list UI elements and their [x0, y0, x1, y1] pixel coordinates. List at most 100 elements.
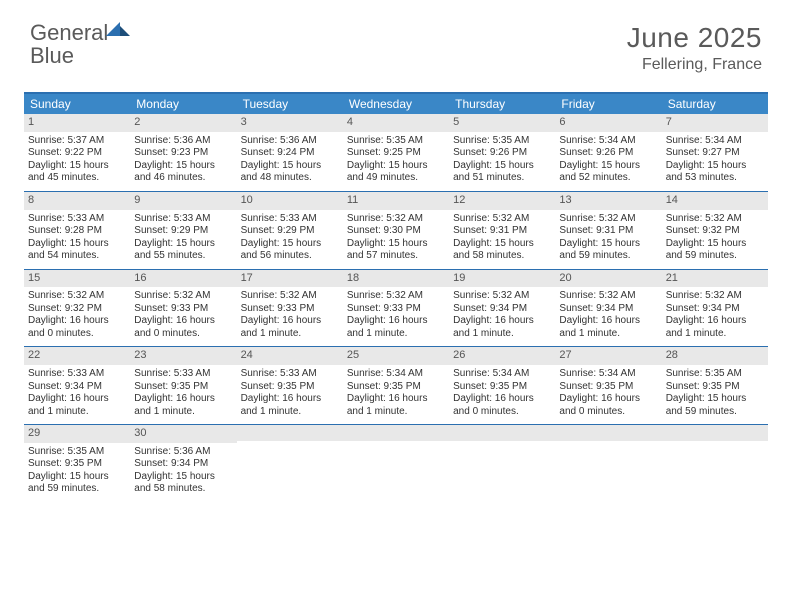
sunrise-text: Sunrise: 5:34 AM: [559, 368, 657, 381]
sunset-text: Sunset: 9:32 PM: [28, 303, 126, 316]
sunset-text: Sunset: 9:34 PM: [134, 458, 232, 471]
sunset-text: Sunset: 9:34 PM: [666, 303, 764, 316]
logo-word2: Blue: [30, 43, 74, 68]
location-label: Fellering, France: [627, 56, 762, 74]
sunrise-text: Sunrise: 5:35 AM: [347, 135, 445, 148]
daylight-text: Daylight: 16 hours and 1 minute.: [347, 315, 445, 340]
day-cell: 17Sunrise: 5:32 AMSunset: 9:33 PMDayligh…: [237, 270, 343, 347]
sunset-text: Sunset: 9:27 PM: [666, 147, 764, 160]
title-block: June 2025 Fellering, France: [627, 22, 762, 74]
sunrise-text: Sunrise: 5:35 AM: [28, 446, 126, 459]
day-number: 4: [343, 114, 449, 132]
dow-monday: Monday: [130, 94, 236, 114]
day-cell: 10Sunrise: 5:33 AMSunset: 9:29 PMDayligh…: [237, 192, 343, 269]
sunrise-text: Sunrise: 5:33 AM: [134, 213, 232, 226]
day-cell: 14Sunrise: 5:32 AMSunset: 9:32 PMDayligh…: [662, 192, 768, 269]
day-number: 9: [130, 192, 236, 210]
day-number: 26: [449, 347, 555, 365]
week-row: 1Sunrise: 5:37 AMSunset: 9:22 PMDaylight…: [24, 114, 768, 192]
day-number: 21: [662, 270, 768, 288]
sunrise-text: Sunrise: 5:32 AM: [453, 213, 551, 226]
sunrise-text: Sunrise: 5:34 AM: [559, 135, 657, 148]
sunset-text: Sunset: 9:32 PM: [666, 225, 764, 238]
dow-thursday: Thursday: [449, 94, 555, 114]
day-cell: 16Sunrise: 5:32 AMSunset: 9:33 PMDayligh…: [130, 270, 236, 347]
daylight-text: Daylight: 15 hours and 59 minutes.: [559, 238, 657, 263]
day-number: 6: [555, 114, 661, 132]
daylight-text: Daylight: 16 hours and 1 minute.: [347, 393, 445, 418]
daylight-text: Daylight: 15 hours and 51 minutes.: [453, 160, 551, 185]
day-cell: 23 Sunrise: 5:33 AMSunset: 9:35 PMDayligh…: [130, 347, 236, 424]
sunset-text: Sunset: 9:34 PM: [559, 303, 657, 316]
daylight-text: Daylight: 15 hours and 59 minutes.: [28, 471, 126, 496]
day-cell: 28Sunrise: 5:35 AMSunset: 9:35 PMDayligh…: [662, 347, 768, 424]
sunrise-text: Sunrise: 5:33 AM: [28, 213, 126, 226]
day-cell: 3Sunrise: 5:36 AMSunset: 9:24 PMDaylight…: [237, 114, 343, 191]
day-number: 29: [24, 425, 130, 443]
day-cell: 2Sunrise: 5:36 AMSunset: 9:23 PMDaylight…: [130, 114, 236, 191]
sunrise-text: Sunrise: 5:32 AM: [347, 213, 445, 226]
sunrise-text: Sunrise: 5:33 AM: [134, 368, 232, 381]
day-number: 20: [555, 270, 661, 288]
sunset-text: Sunset: 9:31 PM: [559, 225, 657, 238]
daylight-text: Daylight: 15 hours and 59 minutes.: [666, 238, 764, 263]
sunset-text: Sunset: 9:29 PM: [241, 225, 339, 238]
week-row: 22Sunrise: 5:33 AMSunset: 9:34 PMDayligh…: [24, 347, 768, 425]
day-number: 18: [343, 270, 449, 288]
day-cell: 20Sunrise: 5:32 AMSunset: 9:34 PMDayligh…: [555, 270, 661, 347]
day-cell: 27Sunrise: 5:34 AMSunset: 9:35 PMDayligh…: [555, 347, 661, 424]
week-row: 15Sunrise: 5:32 AMSunset: 9:32 PMDayligh…: [24, 270, 768, 348]
sunset-text: Sunset: 9:35 PM: [28, 458, 126, 471]
sunset-text: Sunset: 9:35 PM: [134, 381, 232, 394]
sunrise-text: Sunrise: 5:32 AM: [241, 290, 339, 303]
day-number: 2: [130, 114, 236, 132]
day-cell: 8Sunrise: 5:33 AMSunset: 9:28 PMDaylight…: [24, 192, 130, 269]
day-number: [449, 425, 555, 441]
day-number: 24: [237, 347, 343, 365]
dow-wednesday: Wednesday: [343, 94, 449, 114]
dow-saturday: Saturday: [662, 94, 768, 114]
day-number: [343, 425, 449, 441]
daylight-text: Daylight: 16 hours and 0 minutes.: [559, 393, 657, 418]
daylight-text: Daylight: 16 hours and 1 minute.: [559, 315, 657, 340]
week-row: 8Sunrise: 5:33 AMSunset: 9:28 PMDaylight…: [24, 192, 768, 270]
day-cell: 7Sunrise: 5:34 AMSunset: 9:27 PMDaylight…: [662, 114, 768, 191]
day-number: 8: [24, 192, 130, 210]
sunset-text: Sunset: 9:35 PM: [241, 381, 339, 394]
day-number: 23: [130, 347, 236, 365]
day-number: 10: [237, 192, 343, 210]
calendar: Sunday Monday Tuesday Wednesday Thursday…: [24, 92, 768, 502]
day-cell: 5Sunrise: 5:35 AMSunset: 9:26 PMDaylight…: [449, 114, 555, 191]
sunrise-text: Sunrise: 5:34 AM: [347, 368, 445, 381]
sunset-text: Sunset: 9:34 PM: [453, 303, 551, 316]
sunrise-text: Sunrise: 5:35 AM: [453, 135, 551, 148]
logo: General Blue: [30, 22, 130, 68]
weeks-container: 1Sunrise: 5:37 AMSunset: 9:22 PMDaylight…: [24, 114, 768, 502]
sunrise-text: Sunrise: 5:36 AM: [134, 135, 232, 148]
sunset-text: Sunset: 9:22 PM: [28, 147, 126, 160]
day-cell: 4Sunrise: 5:35 AMSunset: 9:25 PMDaylight…: [343, 114, 449, 191]
day-number: 28: [662, 347, 768, 365]
sunrise-text: Sunrise: 5:32 AM: [134, 290, 232, 303]
dow-tuesday: Tuesday: [237, 94, 343, 114]
day-number: 16: [130, 270, 236, 288]
day-cell: 18Sunrise: 5:32 AMSunset: 9:33 PMDayligh…: [343, 270, 449, 347]
day-number: [555, 425, 661, 441]
sunrise-text: Sunrise: 5:36 AM: [241, 135, 339, 148]
sunrise-text: Sunrise: 5:32 AM: [666, 213, 764, 226]
sunset-text: Sunset: 9:33 PM: [134, 303, 232, 316]
day-number: 1: [24, 114, 130, 132]
sunrise-text: Sunrise: 5:33 AM: [28, 368, 126, 381]
day-cell: 19Sunrise: 5:32 AMSunset: 9:34 PMDayligh…: [449, 270, 555, 347]
sunset-text: Sunset: 9:26 PM: [559, 147, 657, 160]
dow-sunday: Sunday: [24, 94, 130, 114]
sunset-text: Sunset: 9:33 PM: [347, 303, 445, 316]
day-cell: [555, 425, 661, 502]
day-cell: 15Sunrise: 5:32 AMSunset: 9:32 PMDayligh…: [24, 270, 130, 347]
sunset-text: Sunset: 9:26 PM: [453, 147, 551, 160]
day-cell: 29 Sunrise: 5:35 AMSunset: 9:35 PMDayligh…: [24, 425, 130, 502]
day-cell: 1Sunrise: 5:37 AMSunset: 9:22 PMDaylight…: [24, 114, 130, 191]
sunset-text: Sunset: 9:29 PM: [134, 225, 232, 238]
sunrise-text: Sunrise: 5:33 AM: [241, 368, 339, 381]
daylight-text: Daylight: 16 hours and 1 minute.: [134, 393, 232, 418]
